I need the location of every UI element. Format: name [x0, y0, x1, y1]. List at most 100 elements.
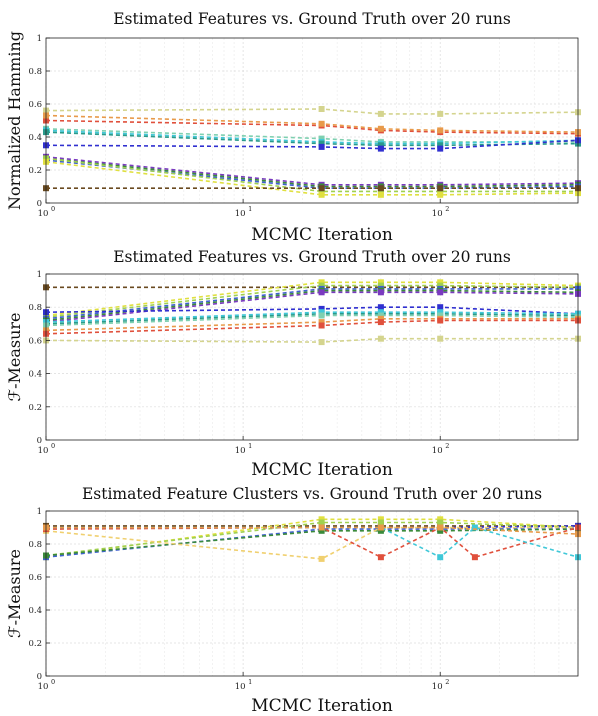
y-tick-label: 0.6 [28, 573, 42, 583]
data-point [377, 524, 384, 531]
data-point [318, 339, 325, 346]
x-tick-exponent: 0 [51, 205, 55, 213]
data-point [318, 188, 325, 195]
data-point [437, 519, 444, 526]
x-axis-label: MCMC Iteration [251, 696, 393, 716]
x-tick-label: 10 [38, 209, 49, 219]
data-point [318, 120, 325, 127]
series-line [46, 526, 579, 559]
data-point [377, 516, 384, 523]
series-line [45, 131, 579, 147]
y-tick-label: 0.6 [28, 100, 42, 110]
series-line [46, 526, 579, 535]
y-tick-label: 1 [37, 34, 42, 44]
data-point [437, 527, 444, 534]
y-tick-label: 0.2 [28, 403, 42, 413]
data-point [377, 309, 384, 316]
plot-area [46, 38, 578, 203]
data-point [377, 185, 384, 192]
data-point [318, 106, 325, 112]
y-tick-label: 0.8 [28, 67, 42, 77]
y-tick-label: 0.8 [28, 303, 42, 313]
data-point [437, 185, 444, 192]
data-point [318, 143, 325, 150]
data-point [437, 335, 444, 342]
series-line [45, 314, 579, 327]
plot-area [46, 511, 578, 676]
x-tick-exponent: 1 [248, 678, 252, 686]
series-line [45, 108, 579, 115]
y-axis-label: ℱ-Measure [5, 312, 24, 401]
y-tick-label: 0 [37, 199, 42, 209]
x-tick-exponent: 1 [248, 205, 252, 213]
y-tick-label: 0 [37, 436, 42, 446]
axes-box [45, 510, 579, 677]
data-point [318, 312, 325, 319]
data-point [377, 142, 384, 149]
chart-title: Estimated Features vs. Ground Truth over… [113, 10, 511, 28]
data-point [377, 312, 384, 319]
x-tick-label: 10 [38, 446, 49, 456]
data-point [437, 110, 444, 117]
data-point [437, 191, 444, 198]
data-point [377, 527, 384, 534]
x-axis-label: MCMC Iteration [251, 460, 393, 480]
data-point [437, 554, 444, 561]
series-line [45, 114, 579, 133]
x-tick-exponent: 2 [445, 205, 449, 213]
x-tick-label: 10 [432, 682, 443, 692]
data-point [377, 125, 384, 132]
data-point [318, 524, 325, 531]
series-line [45, 317, 578, 332]
y-tick-label: 0.8 [28, 540, 42, 550]
data-point [318, 322, 325, 329]
data-point [377, 289, 384, 296]
y-tick-label: 1 [37, 270, 42, 280]
data-point [437, 279, 444, 286]
y-tick-label: 0.2 [28, 639, 42, 649]
y-tick-label: 0.4 [28, 606, 42, 616]
series-line [45, 306, 579, 315]
data-point [318, 140, 325, 147]
data-point [377, 282, 384, 289]
data-point [437, 312, 444, 319]
data-point [377, 110, 384, 117]
axes-box [45, 37, 579, 204]
x-tick-exponent: 0 [51, 442, 55, 450]
data-point [437, 282, 444, 289]
chart-title: Estimated Feature Clusters vs. Ground Tr… [82, 485, 542, 503]
data-point [437, 309, 444, 316]
series-line [45, 129, 579, 145]
y-tick-label: 0.4 [28, 370, 42, 380]
data-point [377, 319, 384, 326]
data-point [437, 317, 444, 324]
y-tick-label: 0.6 [28, 336, 42, 346]
data-point [437, 142, 444, 149]
data-point [318, 516, 325, 523]
data-point [318, 305, 325, 312]
data-point [471, 524, 478, 531]
data-point [318, 289, 325, 296]
y-axis-label: ℱ-Measure [5, 549, 24, 638]
series-line [45, 526, 579, 559]
data-point [437, 304, 444, 311]
data-point [437, 516, 444, 523]
series-line [45, 312, 579, 325]
series-line [45, 311, 579, 323]
data-point [377, 335, 384, 342]
plot-area [46, 274, 578, 440]
x-tick-exponent: 2 [445, 678, 449, 686]
data-point [377, 315, 384, 322]
x-tick-label: 10 [432, 209, 443, 219]
series-line [45, 337, 578, 343]
axes-box [45, 273, 579, 441]
x-tick-label: 10 [235, 446, 246, 456]
y-tick-label: 0.4 [28, 133, 42, 143]
data-point [377, 145, 384, 152]
data-point [377, 554, 384, 561]
data-point [318, 191, 325, 198]
data-point [318, 527, 325, 534]
data-point [471, 554, 478, 561]
